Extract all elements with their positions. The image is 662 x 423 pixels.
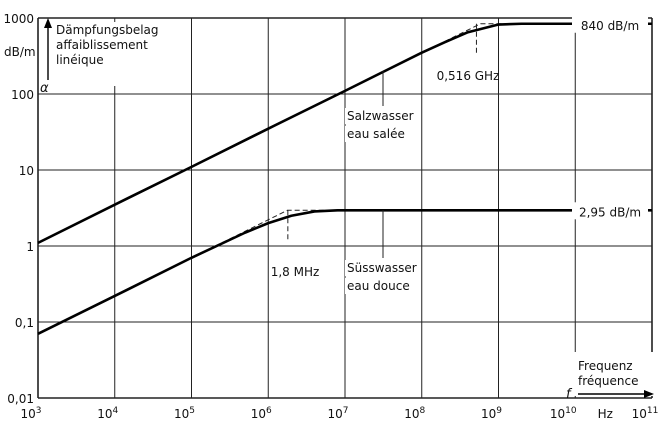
series-label-bg: [345, 260, 417, 276]
x-title-bg: [574, 352, 656, 396]
series-name-label: eau douce: [347, 279, 410, 293]
chart-labels: Hz 840 dB/m 2,95 dB/m 0,516 GHz 1,8 MHz Salzw…: [4, 15, 656, 421]
y-axis-unit: dB/m: [4, 45, 36, 59]
corner-label-fresh: 1,8 MHz: [271, 265, 320, 279]
x-tick-label: 108: [404, 406, 425, 421]
y-tick-label: 100: [11, 88, 34, 102]
series-label-bg: [345, 108, 417, 124]
end-label-bg: [572, 202, 648, 220]
arrow-head-icon: [44, 18, 52, 28]
series-name-label: Süsswasser: [347, 261, 417, 275]
x-tick-label: 1010: [550, 406, 577, 421]
series-line: [37, 22, 652, 245]
x-axis-symbol: f: [566, 387, 573, 402]
y-title-bg: [44, 22, 162, 86]
x-tick-label: 1011: [632, 406, 659, 421]
x-tick-label: 105: [174, 406, 195, 421]
x-tick-label: 103: [20, 406, 41, 421]
y-tick-label: 0,1: [15, 316, 34, 330]
series-end-label: 840 dB/m: [581, 19, 639, 33]
arrow-head-icon: [644, 390, 654, 398]
x-axis-unit: Hz: [598, 407, 613, 421]
y-axis-symbol: α: [40, 81, 49, 96]
x-tick-label: 109: [481, 406, 502, 421]
x-tick-label: 106: [251, 406, 272, 421]
series-label-bg: [345, 126, 417, 142]
y-axis-title: Dämpfungsbelag: [56, 23, 159, 37]
series-name-label: Salzwasser: [347, 109, 414, 123]
series-lines: [37, 22, 652, 335]
y-tick-label: 0,01: [7, 392, 34, 406]
series-name-label: eau salée: [347, 127, 405, 141]
y-tick-label: 10: [19, 164, 34, 178]
grid-lines: [37, 17, 653, 399]
x-tick-label: 107: [327, 406, 348, 421]
series-end-label: 2,95 dB/m: [579, 205, 641, 219]
x-tick-label: 104: [97, 406, 118, 421]
x-axis-title: Frequenz: [578, 359, 633, 373]
y-axis-title: affaiblissement: [56, 38, 148, 52]
y-tick-label: 1000: [3, 12, 34, 26]
series-label-bg: [345, 278, 417, 294]
corner-label-salt: 0,516 GHz: [437, 69, 500, 83]
series-line: [37, 208, 652, 335]
end-label-bg: [572, 15, 648, 33]
y-axis-title: linéique: [56, 53, 104, 67]
x-axis-title: fréquence: [578, 374, 638, 388]
y-tick-label: 1: [26, 240, 34, 254]
